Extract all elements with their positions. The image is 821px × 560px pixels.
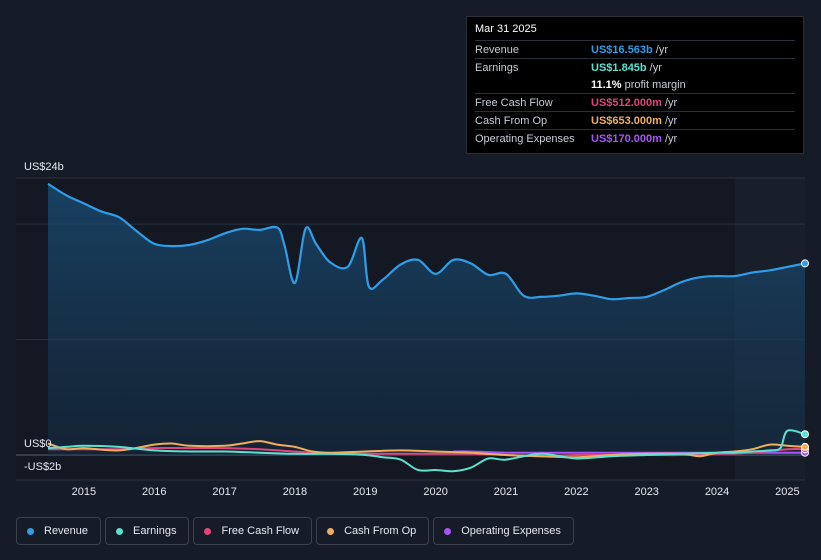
legend-item-free-cash-flow[interactable]: Free Cash Flow: [193, 517, 313, 545]
tooltip-date: Mar 31 2025: [475, 23, 537, 35]
end-marker-earnings: [801, 430, 809, 439]
legend-item-revenue[interactable]: Revenue: [16, 517, 102, 545]
tooltip-value: US$512.000m: [591, 96, 662, 109]
tooltip-row-margin: 11.1% profit margin: [475, 76, 795, 93]
tooltip-row-revenue: Revenue US$16.563b /yr: [475, 40, 795, 58]
y-zero-label: US$0: [24, 438, 52, 450]
tooltip-row-cash-from-op: Cash From Op US$653.000m /yr: [475, 111, 795, 129]
x-tick-label: 2016: [142, 486, 166, 498]
tooltip-value: 11.1%: [591, 78, 622, 91]
tooltip-row-earnings: Earnings US$1.845b /yr: [475, 58, 795, 76]
series-line-revenue: [47, 182, 806, 301]
x-tick-label: 2022: [564, 486, 588, 498]
tooltip-value: US$16.563b: [591, 43, 653, 56]
tooltip-label: Free Cash Flow: [475, 96, 553, 109]
legend-item-earnings[interactable]: Earnings: [105, 517, 190, 545]
tooltip-label: Cash From Op: [475, 114, 548, 127]
tooltip-value: US$170.000m: [591, 132, 662, 145]
tooltip: Mar 31 2025 Revenue US$16.563b /yr Earni…: [466, 16, 804, 154]
legend-item-cash-from-op[interactable]: Cash From Op: [316, 517, 430, 545]
series-line-earnings: [47, 429, 806, 473]
tooltip-unit: /yr: [649, 61, 662, 74]
legend-label: Free Cash Flow: [221, 525, 300, 537]
legend-dot-icon: [444, 527, 452, 535]
legend-dot-icon: [27, 527, 34, 535]
tooltip-unit: /yr: [664, 132, 678, 145]
x-axis: 2015 2016 2017 2018 2019 2020 2021 2022 2023 2024…: [72, 486, 800, 498]
x-tick-label: 2021: [494, 486, 518, 498]
y-top-label: US$24b: [24, 161, 64, 173]
y-neg-label: -US$2b: [24, 461, 61, 473]
legend-item-operating-expenses[interactable]: Operating Expenses: [433, 517, 574, 545]
legend-dot-icon: [327, 527, 335, 535]
legend-dot-icon: [116, 527, 124, 535]
tooltip-unit: /yr: [664, 96, 678, 109]
tooltip-label: Revenue: [475, 43, 520, 56]
legend-label: Cash From Op: [344, 525, 417, 537]
legend-label: Revenue: [44, 525, 89, 537]
x-tick-label: 2019: [353, 486, 377, 498]
x-tick-label: 2025: [775, 486, 799, 498]
tooltip-value: US$1.845b: [591, 61, 647, 74]
series-lines: [47, 182, 806, 473]
x-tick-label: 2023: [634, 486, 658, 498]
tooltip-label: Earnings: [475, 61, 519, 74]
legend: Revenue Earnings Free Cash Flow Cash Fro…: [16, 517, 578, 545]
tooltip-unit: profit margin: [624, 78, 686, 91]
tooltip-unit: /yr: [655, 43, 668, 56]
end-markers: [801, 259, 809, 457]
x-tick-label: 2020: [423, 486, 447, 498]
tooltip-label: Operating Expenses: [475, 132, 575, 145]
tooltip-row-free-cash-flow: Free Cash Flow US$512.000m /yr: [475, 93, 795, 111]
revenue-area: [48, 183, 805, 456]
chart-area: US$24b US$0 -US$2b 2015 2016 2017 2018 2019 2…: [16, 161, 809, 498]
tooltip-row-operating-expenses: Operating Expenses US$170.000m /yr: [475, 129, 795, 147]
end-marker-revenue: [801, 259, 809, 268]
tooltip-value: US$653.000m: [591, 114, 662, 127]
legend-dot-icon: [204, 527, 212, 535]
tooltip-unit: /yr: [664, 114, 678, 127]
legend-label: Operating Expenses: [461, 525, 561, 537]
end-marker-cash-from-op: [801, 442, 809, 451]
x-tick-label: 2015: [72, 486, 96, 498]
legend-label: Earnings: [133, 525, 177, 537]
x-tick-label: 2017: [212, 486, 236, 498]
x-tick-label: 2024: [705, 486, 729, 498]
x-tick-label: 2018: [283, 486, 307, 498]
